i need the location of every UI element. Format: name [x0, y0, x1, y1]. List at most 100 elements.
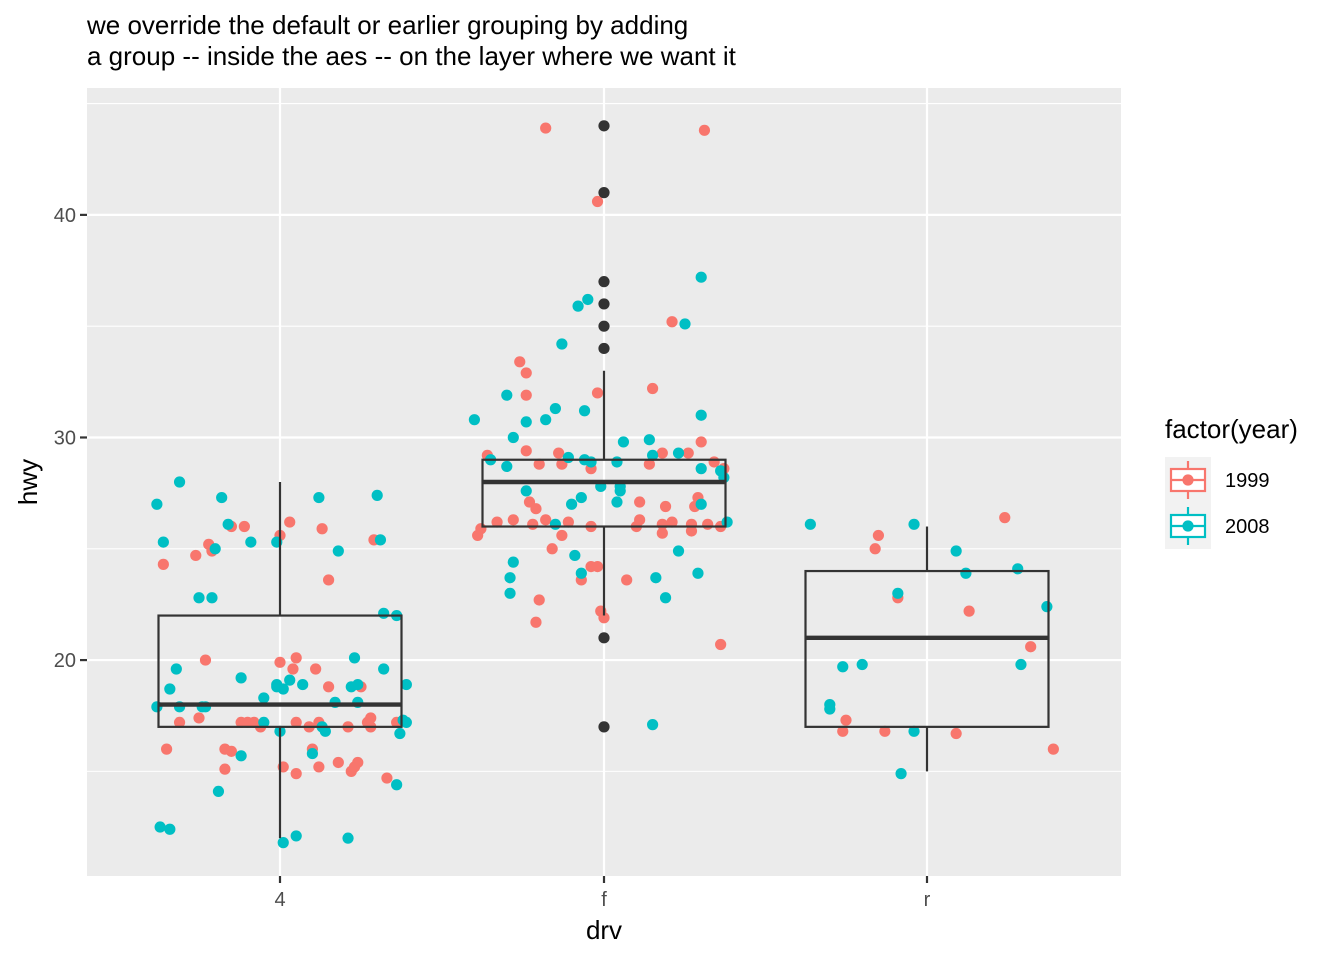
data-point-2008 — [804, 518, 816, 530]
data-point-2008 — [520, 416, 532, 428]
data-point-2008 — [549, 402, 562, 415]
data-point-1999 — [591, 195, 604, 208]
axes: 20 30 40 4 f r — [54, 205, 931, 911]
data-point-1999 — [869, 543, 881, 555]
data-point-1999 — [173, 716, 186, 729]
data-point-2008 — [235, 672, 247, 684]
data-point-2008 — [306, 747, 318, 760]
data-point-2008 — [394, 727, 406, 740]
boxplots — [157, 120, 1050, 839]
data-point-2008 — [1041, 601, 1053, 613]
legend-label: 1999 — [1225, 470, 1270, 492]
data-point-2008 — [297, 678, 309, 691]
data-point-2008 — [258, 716, 270, 729]
data-point-1999 — [475, 523, 487, 535]
chart-title-line-1: we override the default or earlier group… — [86, 10, 688, 40]
data-point-1999 — [507, 514, 519, 526]
data-point-1999 — [634, 514, 646, 526]
data-point-1999 — [621, 574, 633, 586]
data-point-2008 — [908, 725, 920, 737]
data-point-1999 — [999, 512, 1011, 524]
data-point-1999 — [352, 756, 364, 769]
x-axis-title: drv — [586, 915, 622, 945]
data-point-1999 — [533, 594, 545, 606]
data-point-2008 — [575, 491, 587, 504]
data-point-2008 — [562, 451, 574, 464]
data-point-1999 — [530, 616, 542, 628]
x-tick-label: f — [601, 889, 607, 911]
y-tick-label: 40 — [54, 205, 76, 227]
data-point-2008 — [960, 567, 972, 579]
data-point-2008 — [235, 750, 247, 762]
data-point-2008 — [277, 837, 289, 849]
boxplot-box — [804, 569, 1050, 728]
data-point-1999 — [157, 558, 169, 570]
data-point-2008 — [556, 338, 568, 350]
data-point-1999 — [562, 516, 574, 528]
data-point-2008 — [837, 661, 849, 673]
data-point-1999 — [161, 743, 173, 755]
data-point-1999 — [533, 458, 545, 470]
data-point-1999 — [540, 122, 552, 134]
data-point-2008 — [549, 518, 562, 530]
data-point-1999 — [520, 367, 532, 379]
data-point-2008 — [245, 536, 257, 548]
data-point-2008 — [193, 592, 205, 604]
data-point-2008 — [151, 498, 163, 510]
data-point-1999 — [199, 654, 212, 666]
data-point-2008 — [504, 572, 516, 584]
data-point-2008 — [319, 725, 331, 737]
data-point-2008 — [575, 567, 587, 579]
data-point-2008 — [348, 652, 361, 664]
data-point-2008 — [692, 567, 704, 579]
data-point-2008 — [400, 678, 412, 691]
data-point-1999 — [530, 503, 542, 515]
data-point-1999 — [591, 560, 604, 573]
boxplot-outlier — [598, 721, 610, 733]
data-point-1999 — [963, 605, 975, 617]
data-point-2008 — [173, 476, 186, 488]
data-point-2008 — [277, 683, 289, 695]
legend-label: 2008 — [1225, 516, 1270, 538]
data-point-1999 — [708, 456, 720, 468]
y-tick-label: 30 — [54, 427, 76, 449]
data-point-2008 — [611, 456, 623, 468]
data-point-1999 — [225, 745, 237, 757]
data-point-1999 — [520, 389, 532, 401]
y-axis-title: hwy — [13, 459, 43, 505]
data-point-2008 — [614, 485, 626, 497]
data-point-1999 — [695, 436, 707, 448]
data-point-2008 — [391, 779, 403, 791]
data-point-1999 — [556, 529, 568, 542]
data-point-2008 — [908, 518, 920, 530]
data-point-1999 — [365, 712, 377, 724]
data-point-1999 — [284, 516, 296, 528]
legend-keys: 1999 2008 — [1165, 457, 1270, 549]
data-point-2008 — [1015, 658, 1027, 671]
data-point-2008 — [400, 716, 412, 729]
data-point-2008 — [501, 460, 513, 473]
data-point-2008 — [659, 592, 672, 604]
boxplot-outlier — [598, 298, 610, 310]
data-point-2008 — [695, 271, 707, 283]
x-tick-label: r — [924, 889, 931, 911]
data-point-2008 — [569, 549, 581, 562]
data-point-1999 — [634, 496, 646, 508]
data-point-2008 — [206, 592, 218, 604]
data-point-1999 — [310, 663, 322, 675]
boxplot-box — [481, 458, 727, 528]
data-point-1999 — [290, 716, 302, 729]
data-point-2008 — [154, 821, 166, 833]
data-point-1999 — [514, 356, 526, 368]
data-point-2008 — [164, 683, 176, 695]
data-point-1999 — [950, 727, 962, 740]
legend: factor(year) 1999 2008 — [1165, 414, 1298, 549]
data-point-1999 — [591, 387, 604, 399]
data-point-1999 — [287, 663, 299, 675]
data-point-2008 — [157, 536, 169, 548]
data-point-2008 — [540, 414, 552, 426]
data-point-1999 — [219, 763, 231, 775]
data-point-2008 — [504, 587, 516, 599]
data-point-2008 — [352, 678, 364, 691]
data-point-1999 — [193, 712, 205, 724]
